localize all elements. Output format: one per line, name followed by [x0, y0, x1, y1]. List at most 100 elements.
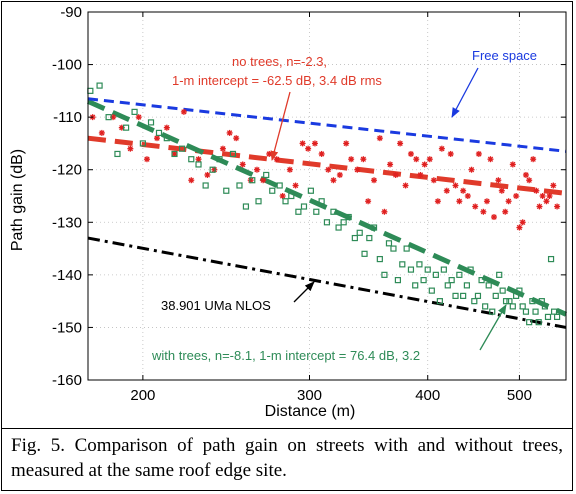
with-trees-point [513, 292, 520, 299]
fit-lines [86, 97, 568, 329]
with-trees-point [436, 298, 443, 305]
no-trees-point [460, 187, 467, 194]
asterisk-stroke [164, 124, 170, 131]
with-trees-point [300, 203, 308, 210]
no-trees-point [397, 140, 404, 147]
with-trees-point [489, 308, 496, 315]
with-trees-point [522, 308, 530, 315]
asterisk-stroke [318, 151, 325, 157]
asterisk-stroke [448, 151, 454, 157]
annotation-free-space: Free space [472, 48, 537, 63]
x-tick-label: 300 [297, 387, 322, 404]
asterisk-stroke [516, 224, 523, 231]
with-trees-point [96, 82, 103, 89]
with-trees-point [482, 303, 489, 310]
with-trees-point [550, 308, 558, 315]
with-trees-point [178, 145, 186, 152]
with-trees-point [249, 177, 256, 184]
asterisk-stroke [505, 198, 512, 204]
annotation-with-trees: with trees, n=-8.1, 1-m intercept = 76.4… [151, 348, 420, 363]
asterisk-stroke [530, 156, 536, 162]
asterisk-stroke [260, 177, 266, 183]
no-trees-point [502, 208, 509, 215]
no-trees-fit-line [87, 135, 567, 196]
with-trees-point [553, 313, 561, 321]
with-trees-point [478, 277, 485, 284]
with-trees-point [390, 245, 397, 252]
no-trees-point [260, 177, 267, 184]
asterisk-stroke [539, 193, 546, 199]
with-trees-point [535, 319, 542, 326]
with-trees-point [428, 287, 435, 294]
asterisk-stroke [413, 156, 419, 162]
with-trees-point [163, 135, 170, 142]
asterisk-stroke [279, 193, 286, 199]
no-trees-point [402, 182, 409, 189]
with-trees-point [471, 298, 478, 305]
x-axis-label: Distance (m) [265, 403, 356, 420]
no-trees-point [180, 108, 187, 115]
no-trees-point [513, 193, 520, 199]
asterisk-stroke [343, 140, 349, 147]
with-trees-point [131, 108, 138, 115]
path-gain-chart: 200 300 400 500 -90 -100 -110 -120 -130 -140 -150 -… [9, 4, 568, 420]
no-trees-point [447, 150, 454, 157]
no-trees-point [516, 224, 523, 231]
with-trees-point [456, 271, 463, 278]
asterisk-stroke [510, 161, 516, 168]
with-trees-point [541, 303, 549, 310]
with-trees-point [195, 161, 202, 168]
asterisk-stroke [312, 140, 318, 147]
y-tick-label: -120 [52, 162, 82, 179]
annotation-no-trees-line1: no trees, n=-2.3, [232, 54, 327, 69]
no-trees-point [407, 150, 414, 157]
with-trees-point [538, 298, 545, 305]
with-trees-point [202, 182, 209, 189]
asterisk-stroke [452, 182, 459, 189]
asterisk-stroke [393, 172, 399, 178]
with-trees-point [444, 282, 451, 289]
asterisk-stroke [287, 167, 293, 173]
no-trees-point [475, 150, 482, 157]
asterisk-stroke [427, 156, 433, 162]
asterisk-stroke [550, 182, 556, 189]
with-trees-point [519, 303, 526, 310]
with-trees-point [242, 203, 250, 210]
no-trees-point [376, 135, 383, 142]
asterisk-stroke [365, 198, 371, 204]
with-trees-point [506, 298, 513, 305]
no-trees-point [188, 177, 195, 184]
y-tick-label: -160 [52, 372, 82, 389]
with-trees-point [448, 277, 455, 284]
asterisk-stroke [487, 156, 494, 162]
with-trees-point [509, 303, 516, 310]
with-trees-point [547, 255, 555, 263]
asterisk-stroke [417, 172, 424, 178]
asterisk-stroke [499, 188, 505, 194]
annotation-arrows [270, 67, 507, 351]
no-trees-point [286, 166, 293, 173]
with-trees-point [155, 129, 163, 137]
asterisk-stroke [554, 203, 560, 210]
with-trees-fit-line [86, 99, 568, 317]
no-trees-point [536, 203, 543, 210]
asterisk-stroke [240, 161, 246, 168]
no-trees-point [163, 124, 170, 131]
with-trees-point [366, 234, 373, 242]
y-axis-label: Path gain (dB) [9, 149, 26, 251]
asterisk-stroke [444, 188, 450, 194]
no-trees-point [195, 156, 202, 163]
no-trees-point [495, 177, 502, 184]
no-trees-point [526, 177, 533, 184]
y-tick-label: -130 [52, 214, 82, 231]
with-trees-point [420, 277, 427, 284]
no-trees-point [381, 208, 388, 215]
asterisk-stroke [381, 209, 388, 215]
with-trees-point [209, 166, 216, 173]
no-trees-point [550, 182, 557, 189]
with-trees-point [424, 266, 431, 273]
no-trees-point [354, 166, 361, 173]
with-trees-point [288, 192, 295, 200]
asterisk-stroke [254, 167, 260, 173]
with-trees-point [340, 219, 347, 226]
